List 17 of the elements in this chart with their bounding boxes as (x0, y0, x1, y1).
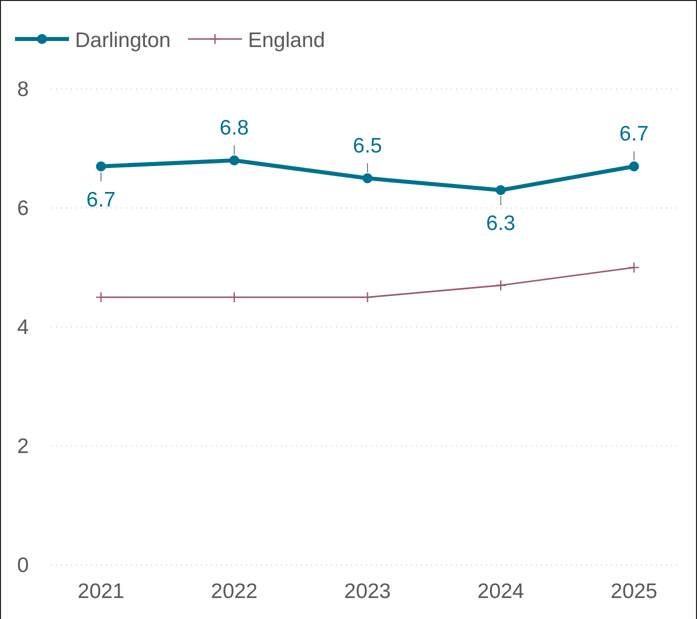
data-label: 6.5 (352, 134, 382, 158)
legend-label: Darlington (75, 29, 171, 52)
y-tick-label: 2 (17, 435, 29, 458)
x-tick-label: 2025 (610, 580, 658, 603)
y-tick-label: 6 (17, 197, 29, 220)
legend-label: England (248, 29, 326, 52)
x-tick-label: 2021 (78, 580, 124, 603)
x-tick-label: 2022 (210, 580, 258, 603)
y-tick-label: 0 (17, 554, 29, 577)
data-label: 6.3 (486, 212, 516, 236)
y-tick-label: 8 (17, 78, 29, 101)
y-tick-label: 4 (17, 316, 30, 339)
x-tick-label: 2024 (477, 580, 524, 603)
data-label: 6.7 (619, 122, 649, 146)
data-label: 6.7 (86, 188, 116, 212)
data-label: 6.8 (220, 116, 249, 140)
x-tick-label: 2023 (344, 580, 391, 603)
